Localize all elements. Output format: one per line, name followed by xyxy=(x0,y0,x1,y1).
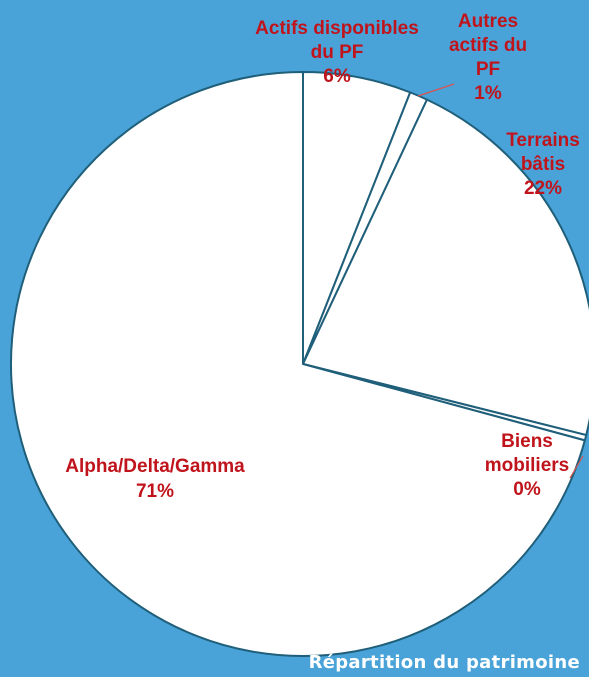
slice-label: Biens mobiliers 0% xyxy=(485,431,569,500)
slice-label-line: Terrains xyxy=(506,130,580,151)
slice-label-line: 22% xyxy=(524,178,562,199)
slice-label: Alpha/Delta/Gamma 71% xyxy=(65,456,245,502)
slice-label-line: 0% xyxy=(513,479,541,500)
slice-label-line: PF xyxy=(476,59,500,80)
pie-slice xyxy=(302,98,589,437)
chart-title: Répartition du patrimoine xyxy=(309,652,580,673)
slice-label-line: 71% xyxy=(136,481,174,502)
leader-line xyxy=(569,455,584,479)
slice-label: Actifs disponibles du PF 6% xyxy=(255,18,419,87)
slice-label-line: mobiliers xyxy=(485,455,569,476)
slice-label-line: actifs du xyxy=(449,35,527,56)
pie-slice xyxy=(10,71,586,657)
slice-label-line: 6% xyxy=(323,66,351,87)
slice-label-line: Alpha/Delta/Gamma xyxy=(65,456,245,477)
slice-label-line: Autres xyxy=(458,11,518,32)
slice-label: Terrains bâtis 22% xyxy=(506,130,580,199)
slice-label: Autres actifs du PF 1% xyxy=(449,11,527,104)
slice-label-line: Biens xyxy=(501,431,553,452)
slice-label-line: du PF xyxy=(311,42,364,63)
slice-label-line: 1% xyxy=(474,83,502,104)
slice-label-line: bâtis xyxy=(521,154,565,175)
slice-label-line: Actifs disponibles xyxy=(255,18,419,39)
leader-line xyxy=(417,83,455,97)
